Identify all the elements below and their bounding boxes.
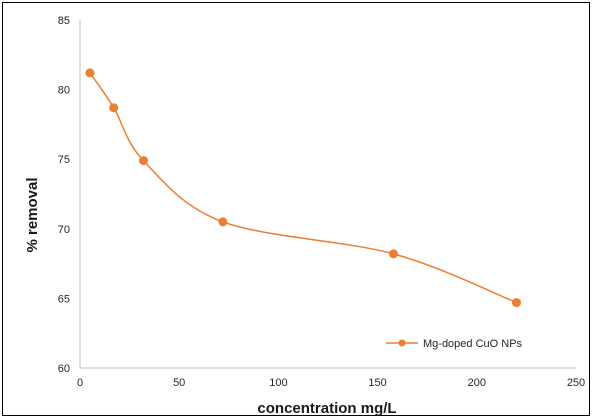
legend-point-marker <box>398 339 406 347</box>
x-tick-label: 200 <box>468 377 486 389</box>
data-point <box>85 68 95 78</box>
y-tick-label: 65 <box>58 293 70 305</box>
data-points <box>85 68 521 308</box>
axes <box>79 20 576 369</box>
x-tick-label: 150 <box>368 377 386 389</box>
series-group <box>89 72 517 304</box>
y-tick-label: 70 <box>58 224 70 236</box>
x-tick-label: 50 <box>173 377 185 389</box>
data-point <box>218 217 228 227</box>
y-tick-label: 85 <box>58 15 70 27</box>
tick-labels: 60 65 70 75 80 85 0 50 100 150 200 250 <box>58 15 585 389</box>
x-tick-label: 0 <box>77 377 83 389</box>
y-tick-label: 75 <box>58 154 70 166</box>
series-line <box>89 72 517 304</box>
y-tick-label: 60 <box>58 363 70 375</box>
y-tick-label: 80 <box>58 85 70 97</box>
data-point <box>138 156 148 166</box>
x-tick-label: 250 <box>567 377 585 389</box>
data-point <box>388 249 398 259</box>
x-tick-label: 100 <box>269 377 287 389</box>
data-point <box>109 103 119 113</box>
x-axis-title: concentration mg/L <box>257 400 396 417</box>
y-axis-title: % removal <box>24 177 41 252</box>
legend: Mg-doped CuO NPs <box>386 338 523 350</box>
chart-frame <box>2 2 590 416</box>
data-point <box>511 298 521 308</box>
legend-label: Mg-doped CuO NPs <box>423 338 523 350</box>
